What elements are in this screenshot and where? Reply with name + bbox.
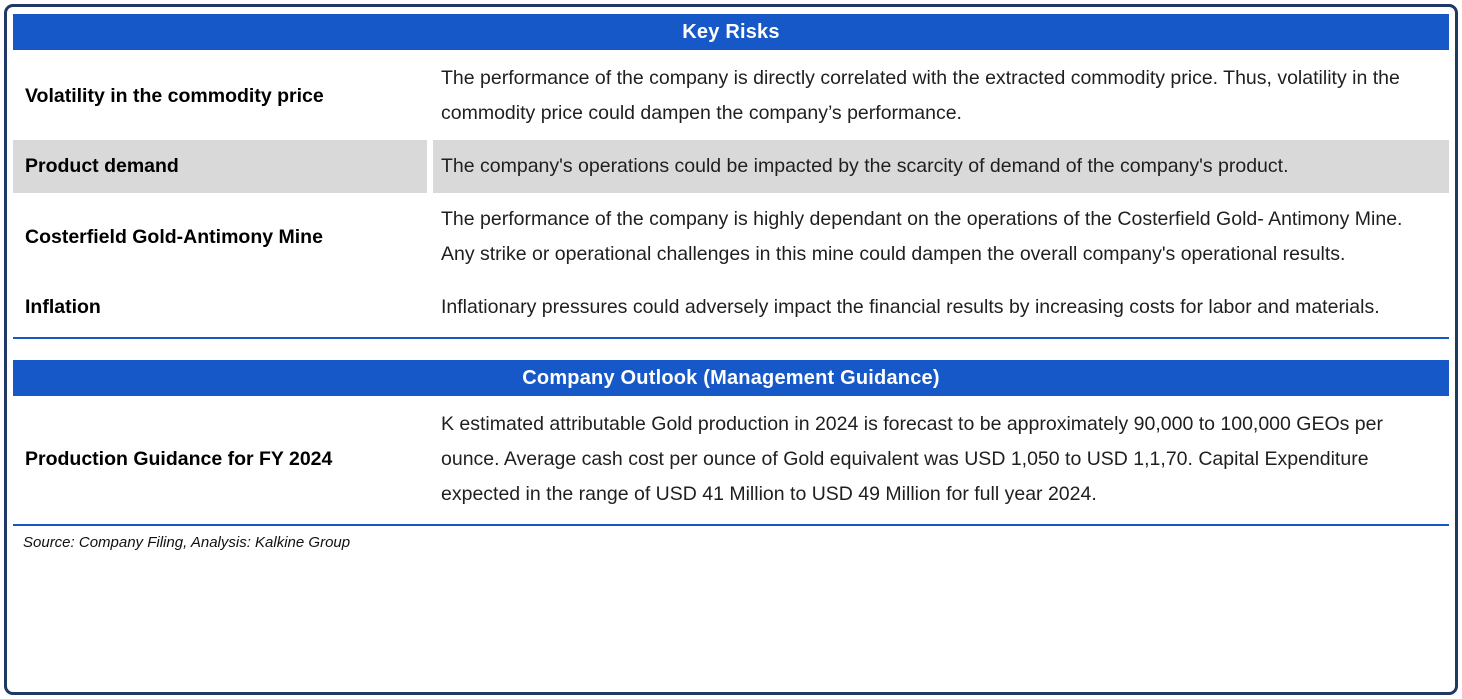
- table-row: Production Guidance for FY 2024 K estima…: [13, 398, 1449, 521]
- section-spacer: [13, 339, 1449, 360]
- table-row: Volatility in the commodity price The pe…: [13, 52, 1449, 140]
- outlook-description: K estimated attributable Gold production…: [441, 413, 1383, 505]
- key-risks-table: Volatility in the commodity price The pe…: [13, 52, 1449, 334]
- risk-label: Inflation: [25, 296, 101, 319]
- table-row: Inflation Inflationary pressures could a…: [13, 281, 1449, 334]
- risk-description: The performance of the company is direct…: [441, 67, 1400, 124]
- risk-label: Volatility in the commodity price: [25, 84, 324, 107]
- footer-divider: [13, 524, 1449, 526]
- report-frame: Key Risks Volatility in the commodity pr…: [4, 4, 1458, 695]
- outlook-label: Production Guidance for FY 2024: [25, 448, 333, 471]
- risk-label: Costerfield Gold-Antimony Mine: [25, 225, 323, 248]
- section-divider: [13, 337, 1449, 339]
- key-risks-header: Key Risks: [13, 14, 1449, 50]
- risk-description: Inflationary pressures could adversely i…: [441, 296, 1380, 318]
- source-attribution: Source: Company Filing, Analysis: Kalkin…: [23, 534, 351, 551]
- risk-description: The performance of the company is highly…: [441, 208, 1403, 265]
- risk-description: The company's operations could be impact…: [433, 140, 1449, 193]
- table-row: Product demand The company's operations …: [13, 140, 1449, 193]
- company-outlook-table: Production Guidance for FY 2024 K estima…: [13, 398, 1449, 521]
- company-outlook-header: Company Outlook (Management Guidance): [13, 360, 1449, 396]
- table-row: Costerfield Gold-Antimony Mine The perfo…: [13, 193, 1449, 281]
- risk-label: Product demand: [13, 140, 427, 193]
